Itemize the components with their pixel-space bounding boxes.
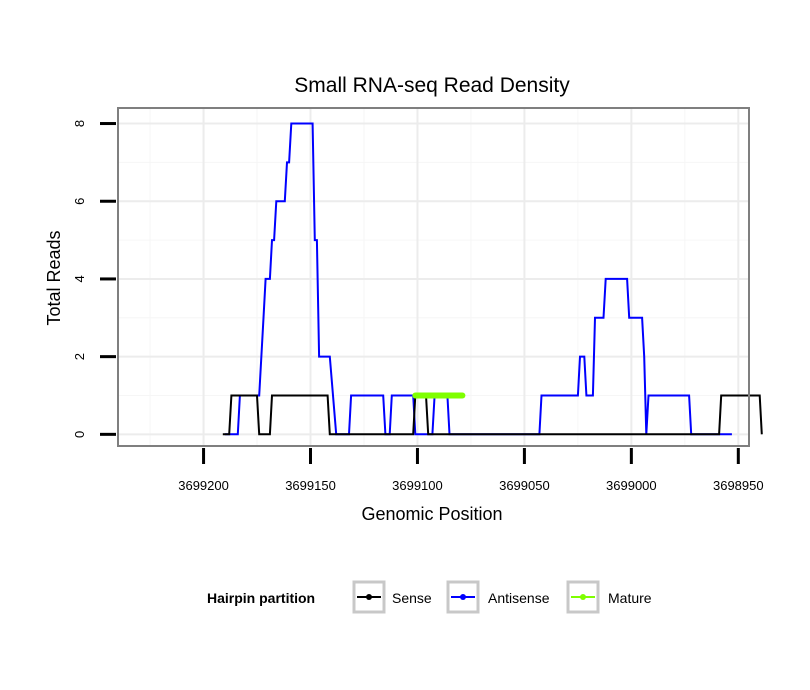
legend-key-point: [580, 594, 586, 600]
series-line-antisense: [224, 122, 732, 436]
legend: Hairpin partition Sense Antisense Mature: [207, 580, 652, 614]
y-axis-label: Total Reads: [44, 230, 64, 325]
x-tick-label: 3699100: [392, 478, 443, 493]
plot-border: [117, 107, 750, 447]
y-tick-label: 4: [72, 275, 87, 282]
x-axis-label: Genomic Position: [361, 504, 502, 524]
plot-background: [118, 108, 749, 446]
chart-title: Small RNA-seq Read Density: [294, 74, 570, 97]
legend-key-point: [460, 594, 466, 600]
y-tick-label: 0: [72, 431, 87, 438]
y-tick-label: 8: [72, 120, 87, 127]
x-tick-label: 3699150: [285, 478, 336, 493]
x-tick-label: 3699050: [499, 478, 550, 493]
x-tick-label: 3699000: [606, 478, 657, 493]
legend-title: Hairpin partition: [207, 590, 315, 606]
legend-label-sense: Sense: [392, 590, 432, 606]
y-tick-label: 6: [72, 198, 87, 205]
x-tick-label: 3699200: [178, 478, 229, 493]
y-tick-label: 2: [72, 353, 87, 360]
legend-label-mature: Mature: [608, 590, 652, 606]
plot-area: 3699200 3699150 3699100 3699050 3699000 36989…: [72, 107, 764, 493]
series-line-sense: [222, 394, 763, 436]
legend-key-point: [366, 594, 372, 600]
legend-label-antisense: Antisense: [488, 590, 550, 606]
x-tick-label: 3698950: [713, 478, 764, 493]
